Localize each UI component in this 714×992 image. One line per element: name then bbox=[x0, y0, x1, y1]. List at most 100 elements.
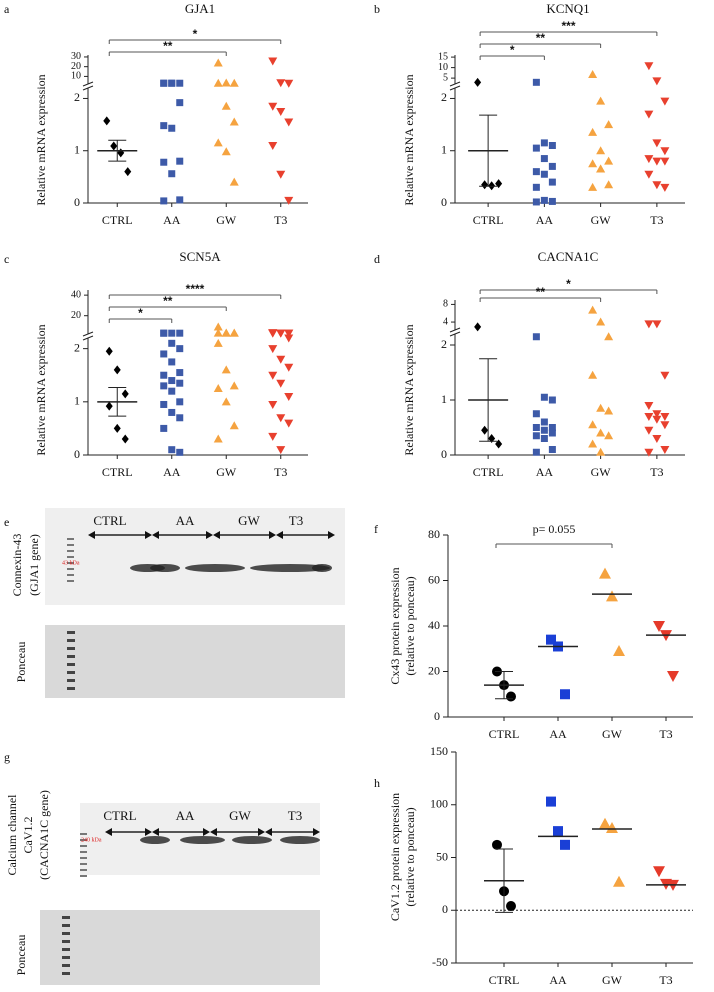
data-point bbox=[284, 363, 294, 372]
arrow-head bbox=[269, 531, 276, 539]
arrow-head bbox=[210, 828, 217, 836]
ladder-band bbox=[62, 972, 70, 975]
axis-break bbox=[449, 327, 461, 333]
ladder-band bbox=[67, 562, 74, 564]
data-point bbox=[604, 120, 614, 129]
data-point bbox=[540, 170, 548, 178]
protein-band bbox=[150, 564, 180, 572]
x-tick-label: AA bbox=[549, 727, 567, 741]
protein-band bbox=[140, 836, 170, 844]
data-point bbox=[168, 387, 176, 395]
x-tick-label: GW bbox=[216, 465, 237, 479]
x-tick-label: GW bbox=[591, 465, 612, 479]
data-point bbox=[660, 97, 670, 106]
data-point bbox=[176, 414, 184, 422]
y-axis-label: CaV1.2 protein expression bbox=[388, 793, 402, 921]
data-point bbox=[221, 328, 231, 337]
data-point bbox=[213, 384, 223, 393]
data-point bbox=[596, 317, 606, 326]
panel-label: g bbox=[4, 750, 10, 764]
arrow-head bbox=[206, 531, 213, 539]
data-point bbox=[644, 110, 654, 119]
ladder-band bbox=[80, 857, 87, 859]
ladder-band bbox=[62, 948, 70, 951]
ladder-band bbox=[67, 550, 74, 552]
significance-label: ** bbox=[163, 294, 173, 308]
x-tick-label: CTRL bbox=[473, 465, 504, 479]
y-tick-label: 100 bbox=[430, 797, 448, 811]
y-tick-label: 2 bbox=[441, 337, 447, 351]
arrow-head bbox=[152, 531, 159, 539]
y-axis-label: (relative to ponceau) bbox=[403, 807, 417, 906]
data-point bbox=[221, 101, 231, 110]
arrow-head bbox=[88, 531, 95, 539]
y-tick-label: 10 bbox=[438, 62, 448, 73]
data-point bbox=[168, 170, 176, 178]
data-point bbox=[532, 432, 540, 440]
data-point bbox=[213, 338, 223, 347]
data-point bbox=[213, 78, 223, 87]
chart-title: SCN5A bbox=[179, 249, 221, 264]
data-point bbox=[229, 78, 239, 87]
data-point bbox=[652, 77, 662, 86]
data-point bbox=[548, 396, 556, 404]
ladder-band bbox=[67, 679, 75, 682]
y-tick-label: 0 bbox=[442, 902, 448, 916]
data-point bbox=[168, 408, 176, 416]
data-point bbox=[652, 157, 662, 166]
ladder-band bbox=[67, 631, 75, 634]
x-tick-label: GW bbox=[602, 727, 623, 741]
data-point bbox=[604, 431, 614, 440]
data-point bbox=[268, 142, 278, 150]
panel-label: c bbox=[4, 252, 9, 266]
ladder-band bbox=[80, 839, 87, 841]
data-point bbox=[160, 329, 168, 337]
y-tick-label: 20 bbox=[71, 310, 81, 321]
data-point bbox=[160, 382, 168, 390]
data-point bbox=[652, 320, 662, 329]
data-point bbox=[168, 79, 176, 87]
data-point bbox=[532, 424, 540, 431]
data-point bbox=[613, 645, 625, 657]
data-point bbox=[540, 435, 548, 442]
blot-label: (CACNA1C gene) bbox=[37, 790, 51, 880]
x-tick-label: T3 bbox=[650, 213, 663, 227]
x-tick-label: GW bbox=[591, 213, 612, 227]
ponceau-image bbox=[40, 910, 320, 985]
data-point bbox=[548, 142, 556, 149]
data-point bbox=[160, 158, 168, 166]
ladder-band bbox=[80, 851, 87, 853]
data-point bbox=[481, 180, 489, 190]
protein-band bbox=[232, 836, 272, 844]
data-point bbox=[268, 432, 278, 441]
x-tick-label: AA bbox=[536, 213, 554, 227]
data-point bbox=[660, 446, 670, 454]
data-point bbox=[268, 345, 278, 354]
data-point bbox=[268, 400, 278, 409]
ladder-band bbox=[80, 833, 87, 835]
data-point bbox=[276, 79, 286, 88]
data-point bbox=[540, 426, 548, 434]
data-point bbox=[644, 170, 654, 179]
data-point bbox=[540, 418, 548, 426]
data-point bbox=[548, 197, 556, 205]
data-point bbox=[644, 426, 654, 435]
data-point bbox=[599, 817, 611, 829]
y-tick-label: 1 bbox=[441, 142, 447, 156]
data-point bbox=[276, 355, 286, 364]
data-point bbox=[121, 389, 129, 399]
panel-label: d bbox=[374, 252, 380, 266]
data-point bbox=[652, 415, 662, 424]
data-point bbox=[229, 381, 239, 390]
data-point bbox=[644, 448, 654, 457]
ladder-band bbox=[80, 845, 87, 847]
chart-title: CACNA1C bbox=[538, 249, 599, 264]
arrow-head bbox=[213, 531, 220, 539]
arrow-head bbox=[258, 828, 265, 836]
x-tick-label: T3 bbox=[659, 973, 672, 987]
data-point bbox=[176, 157, 184, 165]
data-point bbox=[124, 167, 132, 177]
y-axis-label: Relative mRNA expression bbox=[402, 74, 416, 205]
data-point bbox=[113, 365, 121, 375]
